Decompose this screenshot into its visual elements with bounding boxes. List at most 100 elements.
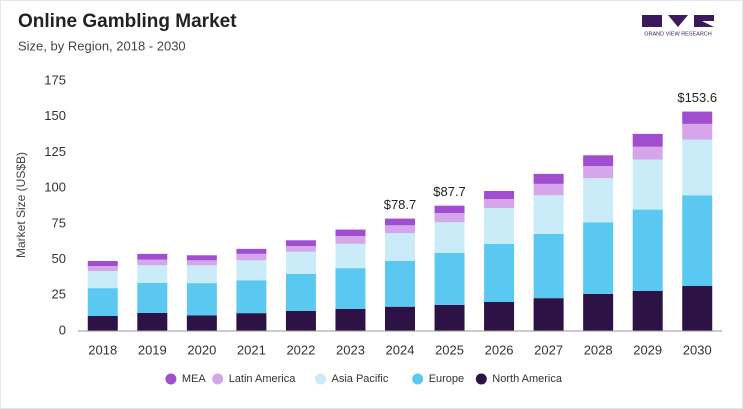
bar-segment xyxy=(186,265,217,284)
bar-segment xyxy=(682,123,713,140)
bar-segment xyxy=(385,218,415,226)
bar-segment xyxy=(236,248,267,254)
bar-segment xyxy=(335,236,366,244)
bar-segment xyxy=(682,111,713,124)
x-tick-label: 2022 xyxy=(286,342,315,357)
legend-label: North America xyxy=(492,373,563,385)
bar-segment xyxy=(484,302,515,331)
x-tick-label: 2020 xyxy=(187,342,216,357)
x-tick-label: 2018 xyxy=(88,342,117,357)
y-axis-label: Market Size (US$B) xyxy=(14,152,28,258)
legend-swatch xyxy=(315,373,326,385)
total-label: $87.7 xyxy=(433,184,466,199)
chart-title: Online Gambling Market xyxy=(18,11,237,32)
bar-segment xyxy=(682,286,713,331)
bar-segment xyxy=(87,266,118,271)
bar-segment xyxy=(87,316,118,331)
legend-label: MEA xyxy=(182,373,207,385)
y-tick-label: 75 xyxy=(52,215,66,230)
bar-segment xyxy=(484,208,515,244)
y-tick-label: 50 xyxy=(52,251,66,266)
x-tick-label: 2025 xyxy=(435,342,464,357)
x-tick-label: 2021 xyxy=(237,342,266,357)
bar-segment xyxy=(533,183,564,196)
x-tick-label: 2026 xyxy=(485,342,514,357)
bar-segment xyxy=(137,265,168,283)
bar-segment xyxy=(583,293,614,331)
x-tick-label: 2019 xyxy=(138,342,167,357)
y-tick-label: 125 xyxy=(44,144,66,159)
bar-segment xyxy=(583,166,614,179)
y-tick-label: 150 xyxy=(44,108,66,123)
bar-segment xyxy=(186,260,217,266)
bar-segment xyxy=(335,229,366,236)
bar-segment xyxy=(285,273,316,311)
bar-segment xyxy=(682,139,713,196)
bar-segment xyxy=(583,222,614,294)
x-tick-label: 2023 xyxy=(336,342,365,357)
bar-segment xyxy=(632,146,663,160)
bar-segment xyxy=(87,271,118,289)
bar-segment xyxy=(533,233,564,299)
bar-segment xyxy=(335,268,366,309)
bar-segment xyxy=(385,225,415,234)
total-label: $153.6 xyxy=(677,90,717,105)
bar-segment xyxy=(186,283,217,316)
legend-swatch xyxy=(412,373,424,385)
legend-label: Europe xyxy=(429,373,464,385)
bar-segment xyxy=(236,313,267,331)
bar-segment xyxy=(434,305,465,331)
bar-segment xyxy=(632,209,663,291)
bar-segment xyxy=(236,280,267,314)
x-tick-label: 2029 xyxy=(633,342,662,357)
bar-segment xyxy=(87,288,118,316)
bar-segment xyxy=(285,311,316,331)
logo: GRAND VIEW RESEARCH xyxy=(642,15,714,37)
bar-segment xyxy=(385,261,415,307)
x-tick-label: 2030 xyxy=(683,342,712,357)
y-tick-label: 100 xyxy=(44,180,66,195)
logo-text: GRAND VIEW RESEARCH xyxy=(644,31,712,37)
legend-swatch xyxy=(165,373,177,385)
y-tick-label: 0 xyxy=(59,322,66,337)
x-tick-label: 2027 xyxy=(534,342,563,357)
bar-segment xyxy=(385,233,415,261)
bar-segment xyxy=(682,195,713,286)
bar-segment xyxy=(137,253,168,260)
bar-segment xyxy=(87,261,118,266)
legend-swatch xyxy=(475,373,487,385)
bar-segment xyxy=(137,283,168,313)
logo-mark xyxy=(642,15,714,27)
bar-segment xyxy=(335,309,366,331)
bar-segment xyxy=(533,298,564,331)
bar-segment xyxy=(335,243,366,269)
bar-segment xyxy=(583,155,614,166)
bar-segment xyxy=(434,213,465,223)
y-tick-label: 25 xyxy=(52,287,66,302)
bar-segment xyxy=(434,222,465,253)
bar-segment xyxy=(484,243,515,302)
y-tick-label: 175 xyxy=(44,72,66,87)
x-tick-label: 2024 xyxy=(386,342,415,357)
legend-swatch xyxy=(212,373,224,385)
bar-segment xyxy=(236,260,267,281)
chart-subtitle: Size, by Region, 2018 - 2030 xyxy=(18,38,186,53)
bar-segment xyxy=(186,255,217,261)
bar-segment xyxy=(385,306,415,331)
bar-segment xyxy=(434,205,465,213)
bar-segment xyxy=(533,195,564,234)
bar-segment xyxy=(186,315,217,331)
bar-segment xyxy=(137,313,168,331)
bar-segment xyxy=(632,291,663,331)
bar-segment xyxy=(484,199,515,209)
bar-segment xyxy=(583,178,614,223)
bar-segment xyxy=(484,191,515,199)
bar-segment xyxy=(236,253,267,261)
legend-label: Asia Pacific xyxy=(332,373,389,385)
bar-segment xyxy=(137,259,168,266)
x-tick-label: 2028 xyxy=(584,342,613,357)
bar-segment xyxy=(632,159,663,210)
